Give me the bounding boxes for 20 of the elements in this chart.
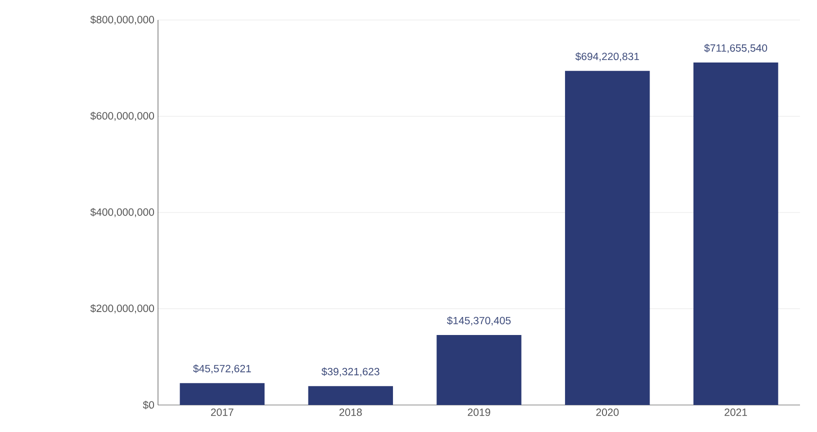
y-tick-label: $400,000,000 [90,208,154,218]
y-tick-label: $800,000,000 [90,15,154,25]
bar [693,62,778,405]
data-label: $711,655,540 [704,44,768,53]
bar [565,70,650,405]
bar [180,383,265,405]
x-tick-label: 2018 [339,408,362,416]
x-tick-label: 2019 [468,408,490,416]
y-tick-label: $200,000,000 [90,304,154,314]
data-label: $45,572,621 [193,364,251,374]
data-label: $39,321,623 [322,367,380,377]
bar [308,386,393,405]
bar [436,335,522,405]
x-tick-label: 2017 [211,408,234,416]
data-label: $145,370,405 [446,316,511,326]
data-label: $694,220,831 [575,52,639,62]
x-tick-label: 2021 [724,408,747,416]
y-tick-label: $600,000,000 [90,112,154,121]
x-tick-label: 2020 [596,408,619,416]
y-tick-label: $0 [142,400,154,410]
